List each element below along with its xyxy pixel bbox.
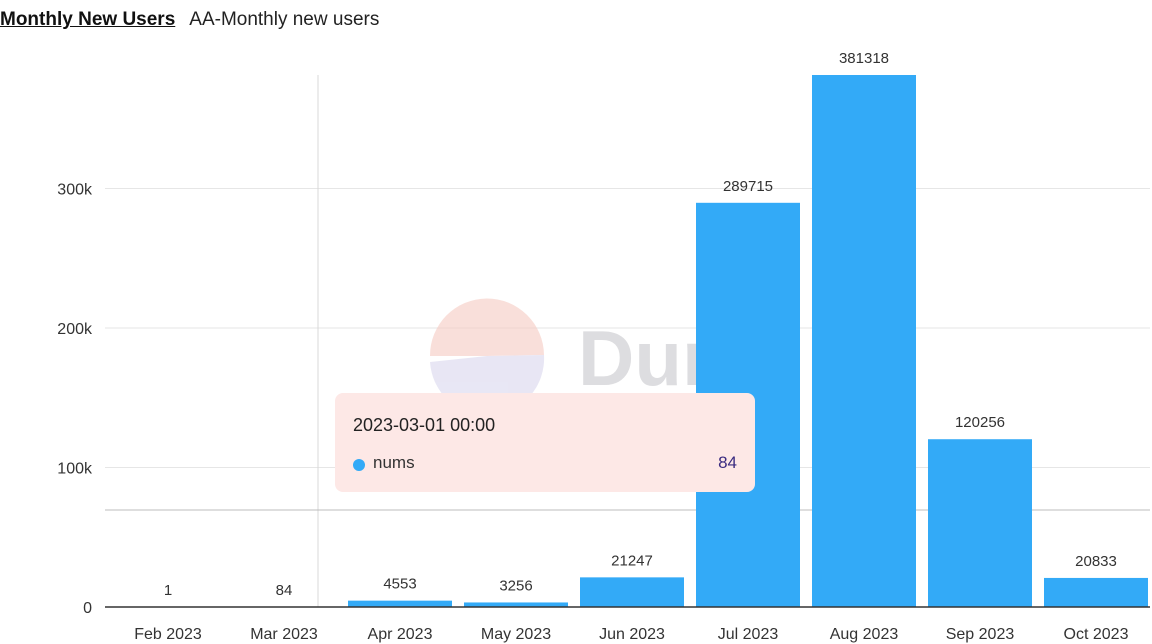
chart-subtitle: AA-Monthly new users [189,9,380,30]
bar [812,75,916,607]
y-tick-label: 100k [57,460,93,477]
data-label: 84 [276,582,293,599]
data-labels: 1 84 4553 3256 21247 289715 381318 120256 20833 [164,50,1117,599]
tooltip-date: 2023-03-01 00:00 [353,415,496,435]
y-tick-label: 200k [57,321,93,338]
data-label: 20833 [1075,553,1117,570]
bar [928,439,1032,607]
watermark-pie-icon [429,298,544,356]
x-tick-label: Jul 2023 [718,626,779,643]
data-label: 120256 [955,414,1005,431]
tooltip-series-name: nums [373,453,415,472]
x-tick-label: Sep 2023 [946,626,1015,643]
y-tick-label: 300k [57,181,93,198]
x-tick-label: Mar 2023 [250,626,318,643]
tooltip-value: 84 [718,453,737,472]
x-tick-label: Feb 2023 [134,626,202,643]
data-label: 381318 [839,50,889,67]
x-tick-label: Oct 2023 [1064,626,1129,643]
bar [1044,577,1148,607]
chart-title-link[interactable]: Monthly New Users [0,9,176,30]
x-tick-label: Jun 2023 [599,626,665,643]
bar [348,600,452,607]
data-label: 3256 [499,577,532,594]
bar [580,577,684,607]
hover-tooltip: 2023-03-01 00:00 nums 84 [335,393,755,492]
bar [464,602,568,607]
y-tick-label: 0 [83,600,92,617]
x-axis-ticks: Feb 2023 Mar 2023 Apr 2023 May 2023 Jun 2023… [134,626,1128,643]
data-label: 1 [164,582,172,599]
x-tick-label: Aug 2023 [830,626,899,643]
chart-header: Monthly New Users AA-Monthly new users [0,6,379,34]
data-label: 289715 [723,178,773,195]
x-tick-label: May 2023 [481,626,551,643]
data-label: 4553 [383,576,416,593]
x-tick-label: Apr 2023 [368,626,433,643]
data-label: 21247 [611,552,653,569]
series-color-dot [353,459,365,471]
bars [116,75,1148,607]
y-axis-ticks: 0 100k 200k 300k [57,181,93,617]
